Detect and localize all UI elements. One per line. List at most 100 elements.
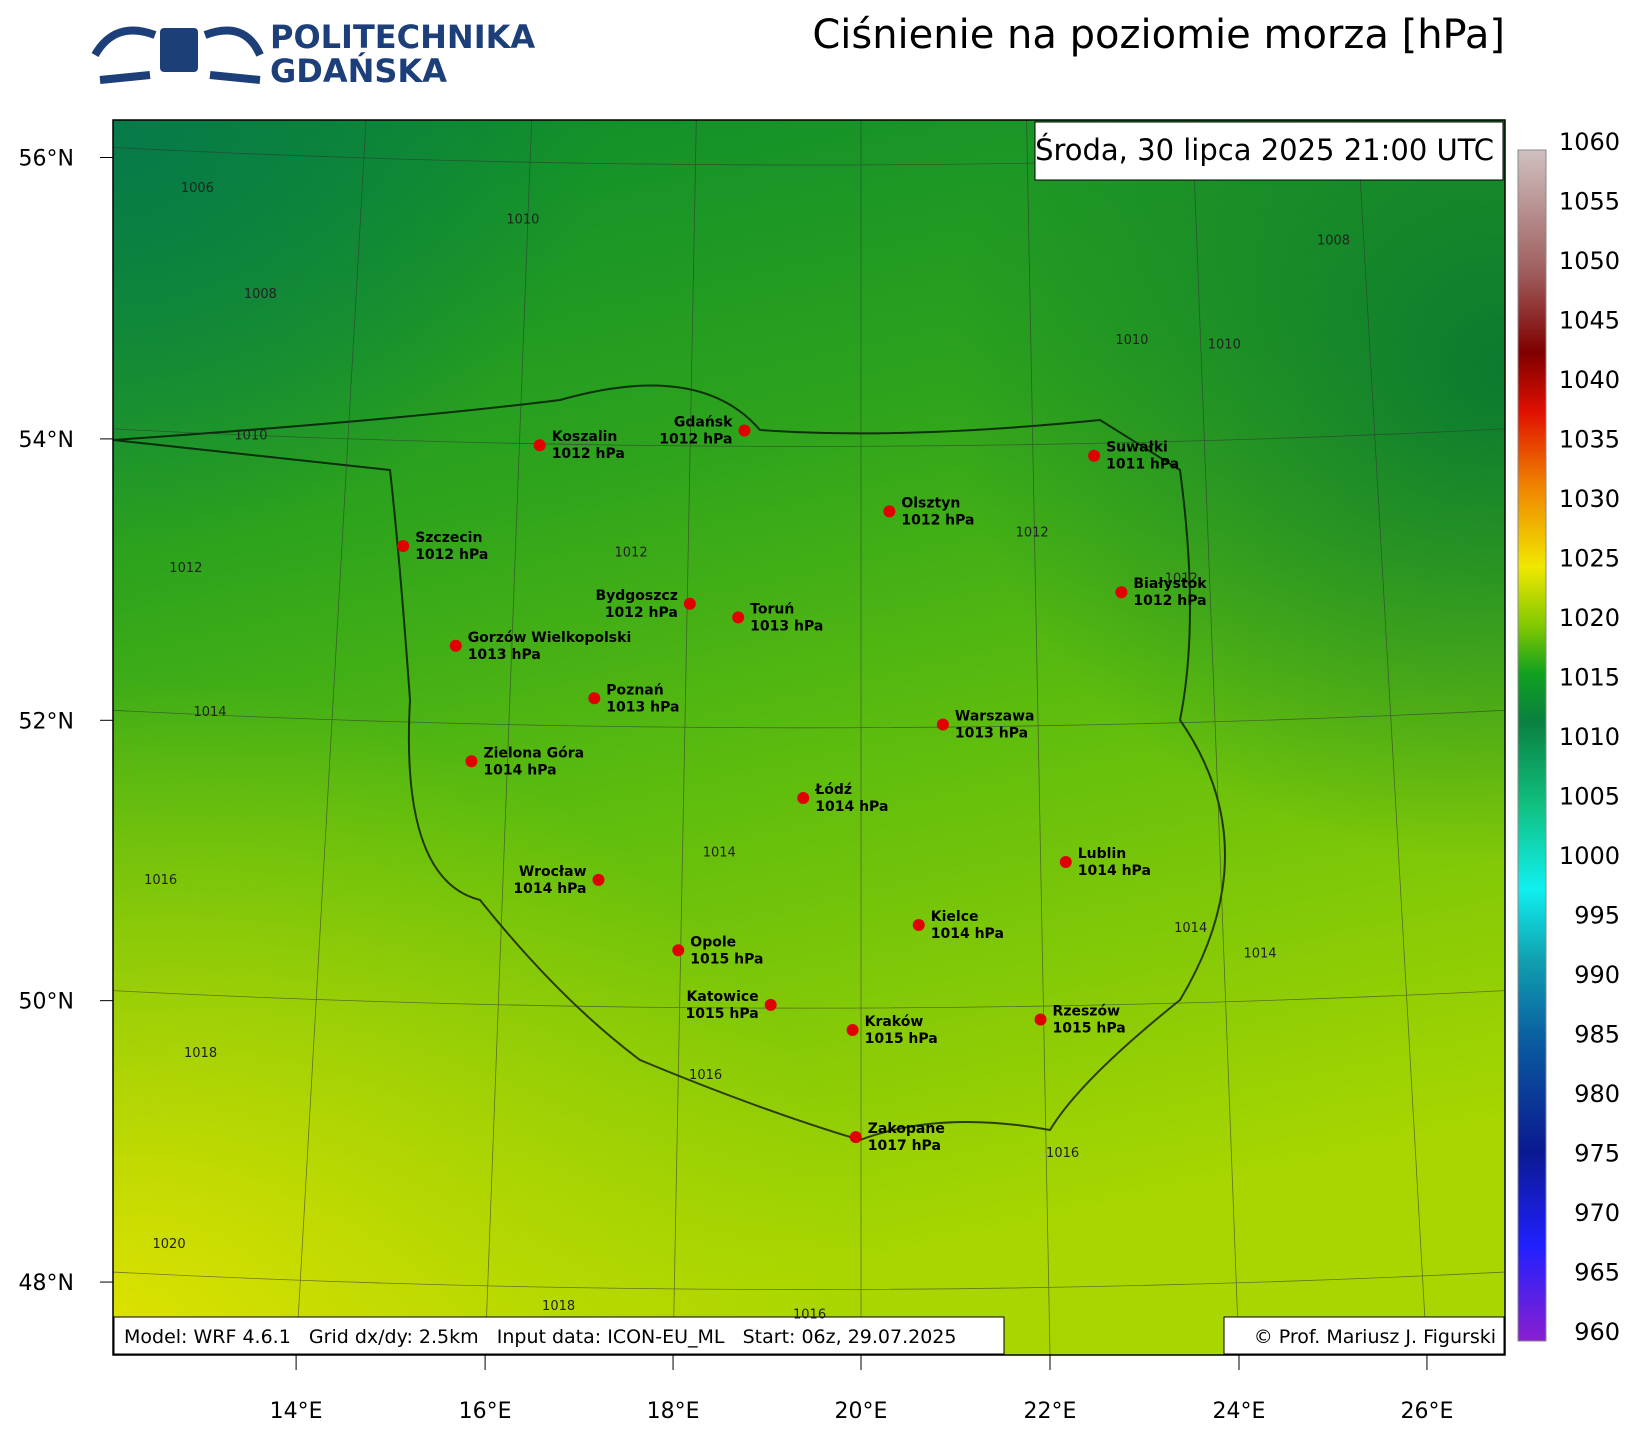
- city-marker: [849, 1131, 862, 1144]
- city-pressure: 1011 hPa: [1106, 457, 1179, 473]
- city-pressure: 1012 hPa: [415, 547, 488, 563]
- timestamp-box: [1034, 121, 1504, 181]
- city-name: Rzeszów: [1053, 1004, 1121, 1020]
- parallel: [113, 1271, 1505, 1290]
- city-marker: [397, 540, 410, 552]
- contour-label: 1014: [703, 846, 736, 861]
- colorbar-label: 1005: [1559, 783, 1620, 811]
- city-pressure: 1014 hPa: [483, 762, 556, 778]
- map-field: [113, 120, 1505, 1355]
- parallel: [113, 990, 1505, 1009]
- lon-label: 22°E: [1024, 1399, 1077, 1424]
- contour-label: 1018: [184, 1046, 217, 1061]
- meridian: [295, 120, 367, 1355]
- colorbar-label: 995: [1574, 902, 1620, 930]
- contour-label: 1014: [193, 705, 226, 720]
- contour-label: 1006: [181, 181, 214, 196]
- colorbar-label: 985: [1574, 1021, 1620, 1049]
- colorbar-label: 970: [1574, 1199, 1620, 1227]
- city-pressure: 1014 hPa: [815, 799, 888, 815]
- colorbar-label: 1030: [1559, 485, 1620, 513]
- city-name: Kraków: [865, 1014, 924, 1030]
- city-pressure: 1012 hPa: [659, 432, 732, 448]
- footer-box: [113, 1316, 1005, 1355]
- city-pressure: 1013 hPa: [606, 699, 679, 715]
- city-pressure: 1014 hPa: [1078, 863, 1151, 879]
- city-marker: [592, 873, 605, 886]
- lon-label: 26°E: [1400, 1399, 1453, 1424]
- city-marker: [846, 1024, 859, 1037]
- colorbar-label: 1040: [1559, 366, 1620, 394]
- city-name: Koszalin: [552, 429, 618, 445]
- city-marker: [672, 944, 685, 957]
- colorbar-label: 1025: [1559, 545, 1620, 573]
- city-name: Olsztyn: [901, 495, 960, 511]
- meridian: [1356, 120, 1428, 1355]
- city-pressure: 1012 hPa: [1133, 593, 1206, 609]
- city-name: Szczecin: [415, 530, 482, 546]
- city-pressure: 1012 hPa: [901, 512, 974, 528]
- colorbar-label: 975: [1574, 1140, 1620, 1168]
- colorbar-label: 960: [1574, 1318, 1620, 1346]
- contour-label: 1012: [1016, 525, 1049, 540]
- copyright: © Prof. Mariusz J. Figurski: [1254, 1326, 1496, 1348]
- lat-label: 54°N: [19, 428, 74, 453]
- meridian: [484, 120, 533, 1355]
- colorbar-label: 1035: [1559, 426, 1620, 454]
- lat-label: 48°N: [19, 1271, 74, 1296]
- city-pressure: 1015 hPa: [686, 1006, 759, 1022]
- city-pressure: 1014 hPa: [513, 881, 586, 897]
- contour-label: 1012: [169, 561, 202, 576]
- lat-label: 56°N: [19, 147, 74, 172]
- city-pressure: 1012 hPa: [605, 605, 678, 621]
- parallel: [113, 428, 1505, 447]
- city-name: Kielce: [931, 909, 979, 925]
- lat-label: 50°N: [19, 990, 74, 1015]
- city-marker: [1059, 856, 1072, 869]
- city-name: Wrocław: [519, 864, 587, 880]
- contour-label: 1008: [1317, 233, 1350, 248]
- city-name: Zakopane: [868, 1121, 945, 1137]
- city-name: Toruń: [750, 601, 794, 617]
- logo: POLITECHNIKA GDAŃSKA: [91, 18, 535, 90]
- city-pressure: 1015 hPa: [690, 951, 763, 967]
- city-marker: [1115, 586, 1128, 599]
- meridian: [1191, 120, 1240, 1355]
- city-marker: [912, 919, 925, 932]
- contour-label: 1016: [689, 1068, 722, 1083]
- colorbar-label: 980: [1574, 1080, 1620, 1108]
- city-marker: [1088, 449, 1101, 462]
- colorbar-label: 1020: [1559, 604, 1620, 632]
- contour-label: 1020: [153, 1237, 186, 1252]
- city-marker: [883, 505, 896, 518]
- city-pressure: 1014 hPa: [931, 926, 1004, 942]
- city-marker: [797, 792, 810, 804]
- city-marker: [936, 718, 949, 731]
- contour-label: 1016: [144, 873, 177, 888]
- colorbar: [1517, 149, 1547, 1342]
- city-pressure: 1013 hPa: [955, 726, 1028, 742]
- contour-label: 1010: [506, 212, 539, 227]
- colorbar-label: 990: [1574, 961, 1620, 989]
- city-pressure: 1017 hPa: [868, 1138, 941, 1154]
- lon-label: 14°E: [270, 1399, 323, 1424]
- contour-label: 1010: [234, 429, 267, 444]
- city-pressure: 1013 hPa: [468, 647, 541, 663]
- city-name: Łódź: [814, 782, 852, 798]
- city-marker: [588, 692, 601, 705]
- logo-text: GDAŃSKA: [270, 52, 447, 90]
- colorbar-label: 1015: [1559, 664, 1620, 692]
- city-marker: [738, 424, 751, 437]
- city-pressure: 1015 hPa: [865, 1031, 938, 1047]
- colorbar-label: 965: [1574, 1259, 1620, 1287]
- timestamp: Środa, 30 lipca 2025 21:00 UTC: [1035, 133, 1494, 167]
- colorbar-label: 1000: [1559, 842, 1620, 870]
- logo-text: POLITECHNIKA: [270, 18, 535, 56]
- colorbar-label: 1055: [1559, 188, 1620, 216]
- lon-label: 18°E: [647, 1399, 700, 1424]
- contour-label: 1016: [1046, 1146, 1079, 1161]
- lon-label: 24°E: [1213, 1399, 1266, 1424]
- meridian: [1026, 120, 1051, 1355]
- contour-label: 1010: [1208, 337, 1241, 352]
